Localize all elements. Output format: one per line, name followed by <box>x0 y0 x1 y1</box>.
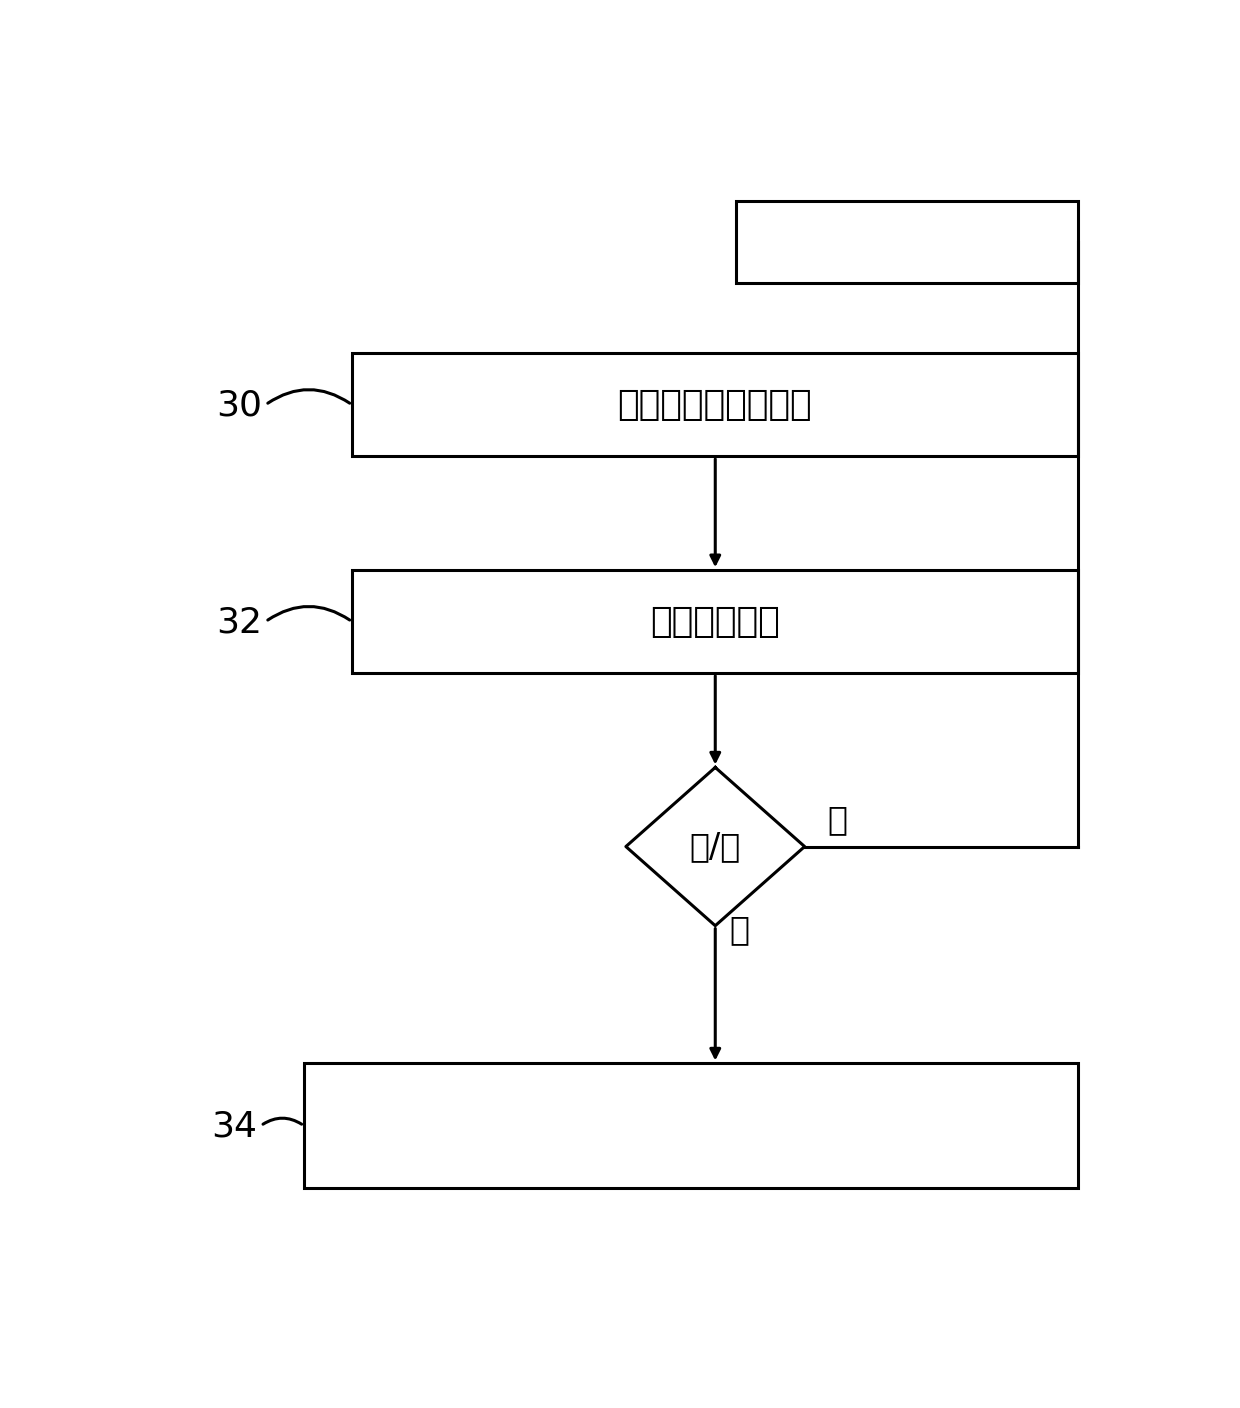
Text: 34: 34 <box>211 1110 257 1143</box>
Bar <box>737 201 1078 283</box>
Text: 30: 30 <box>217 389 263 422</box>
Text: 否: 否 <box>828 803 848 836</box>
Text: 是: 是 <box>729 914 750 946</box>
Bar <box>304 1063 1078 1188</box>
Text: 接收到的传感器信号: 接收到的传感器信号 <box>618 387 812 422</box>
Text: 是/否: 是/否 <box>689 831 740 863</box>
Text: 满足判断标准: 满足判断标准 <box>650 604 780 639</box>
Text: 32: 32 <box>217 605 263 639</box>
Bar <box>352 570 1078 673</box>
Bar <box>352 353 1078 456</box>
